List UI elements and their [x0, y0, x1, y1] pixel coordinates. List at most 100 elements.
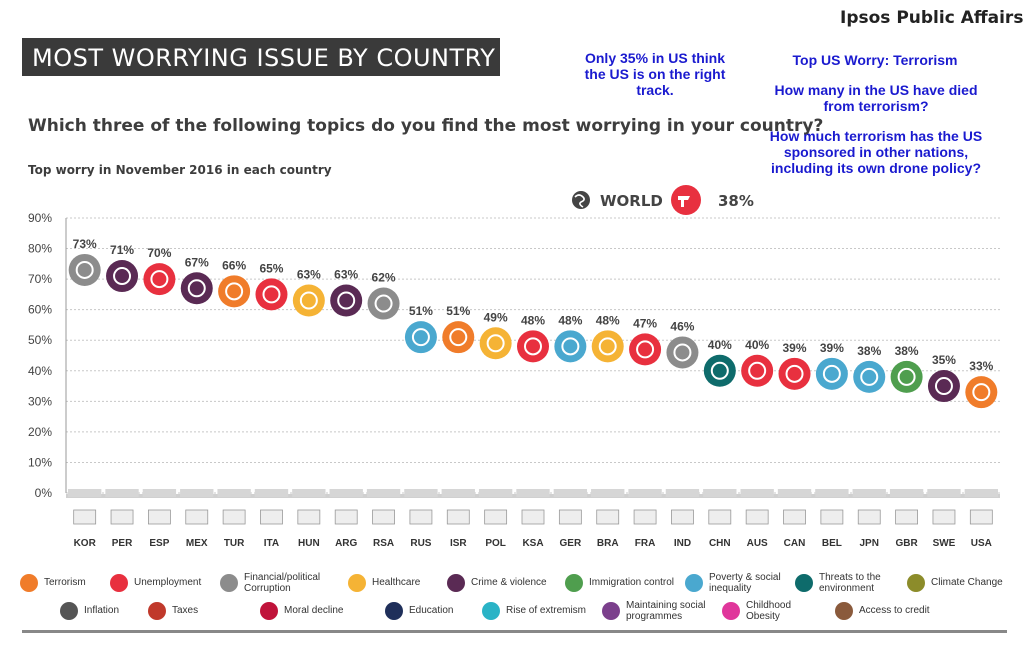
column-base [703, 489, 737, 497]
extremism-icon [482, 602, 500, 620]
y-tick-label: 60% [28, 303, 52, 317]
note-right-track: Only 35% in US think the US is on the ri… [584, 50, 726, 98]
issue-marker [815, 357, 848, 390]
issue-glyph [822, 364, 841, 383]
data-point-kor [68, 253, 101, 286]
column-base [553, 489, 588, 497]
issue-marker [703, 354, 736, 387]
column-base [889, 489, 924, 497]
flag-icon [671, 509, 694, 525]
x-tick-label: ARG [335, 538, 357, 549]
data-point-per [106, 260, 139, 293]
value-label: 66% [222, 258, 246, 272]
x-tick-label: KSA [522, 538, 543, 549]
issue-marker [778, 357, 811, 390]
y-tick-label: 30% [28, 394, 52, 408]
column-base [404, 489, 438, 497]
column-base [68, 489, 102, 497]
data-point-pol [479, 327, 512, 360]
x-tick-label: POL [485, 538, 506, 549]
x-tick-label: TUR [224, 538, 245, 549]
world-label: WORLD [600, 192, 663, 210]
data-point-aus [741, 354, 774, 387]
taxes-icon [148, 602, 166, 620]
x-tick-label: GBR [895, 538, 918, 549]
note-terrorism-deaths: How many in the US have died from terror… [774, 82, 978, 114]
poverty-icon [685, 574, 703, 592]
issue-marker [330, 284, 363, 317]
x-tick-label: KOR [74, 538, 97, 549]
data-point-hun [292, 284, 325, 317]
column-base [366, 489, 401, 497]
moral-decline-icon [260, 602, 278, 620]
x-tick-label: ISR [450, 538, 467, 549]
flag-icon [484, 509, 508, 525]
value-label: 47% [633, 316, 657, 330]
flag-icon [297, 509, 321, 525]
data-point-swe [927, 370, 960, 403]
flag-icon [932, 509, 956, 525]
value-label: 38% [895, 344, 919, 358]
flag-icon [334, 509, 358, 525]
issue-marker [890, 360, 923, 393]
data-point-bel [815, 357, 848, 390]
value-label: 63% [334, 268, 358, 282]
issue-glyph [113, 267, 132, 286]
y-tick-label: 40% [28, 364, 52, 378]
x-tick-label: AUS [747, 538, 768, 549]
x-tick-label: MEX [186, 538, 208, 549]
terrorism-icon [20, 574, 38, 592]
data-point-mex [180, 272, 213, 305]
data-point-chn [703, 354, 736, 387]
x-tick-label: RSA [373, 538, 394, 549]
issue-marker [255, 278, 288, 311]
value-label: 40% [745, 338, 769, 352]
column-base [591, 489, 625, 497]
issue-marker [479, 327, 512, 360]
y-tick-label: 80% [28, 242, 52, 256]
column-base [852, 489, 886, 497]
flag-icon [409, 509, 433, 525]
issue-glyph [337, 291, 356, 310]
crime-icon [447, 574, 465, 592]
value-label: 35% [932, 353, 956, 367]
issue-marker [927, 370, 960, 403]
immigration-icon [565, 574, 583, 592]
data-point-ger [554, 330, 587, 363]
x-tick-label: USA [971, 538, 992, 549]
flag-icon [372, 509, 395, 525]
column-base [180, 489, 214, 497]
obesity-icon [722, 602, 740, 620]
column-base [777, 489, 812, 497]
value-label: 48% [521, 313, 545, 327]
issue-glyph [225, 282, 244, 301]
issue-glyph [673, 343, 692, 362]
flag-icon [147, 509, 171, 525]
column-base [105, 489, 139, 497]
flag-icon [446, 509, 470, 525]
data-point-rsa [367, 287, 400, 320]
note-us-sponsored-terrorism: How much terrorism has the US sponsored … [769, 128, 983, 176]
column-base [927, 489, 961, 497]
issue-glyph [860, 367, 879, 386]
data-point-jpn [853, 360, 886, 393]
issue-glyph [299, 291, 318, 310]
issue-marker [965, 376, 998, 409]
data-point-bra [591, 330, 624, 363]
issue-glyph [75, 260, 94, 279]
issue-marker [554, 330, 587, 363]
value-label: 48% [596, 313, 620, 327]
column-base [815, 489, 849, 497]
issue-marker [292, 284, 325, 317]
issue-marker [666, 336, 699, 369]
flag-icon [260, 509, 283, 525]
value-label: 49% [484, 310, 508, 324]
survey-question: Which three of the following topics do y… [28, 116, 824, 136]
value-label: 70% [147, 246, 171, 260]
issue-marker [106, 260, 139, 293]
education-icon [385, 602, 403, 620]
value-label: 51% [446, 304, 470, 318]
flag-icon [820, 509, 844, 525]
credit-icon [835, 602, 853, 620]
data-point-usa [965, 376, 998, 409]
